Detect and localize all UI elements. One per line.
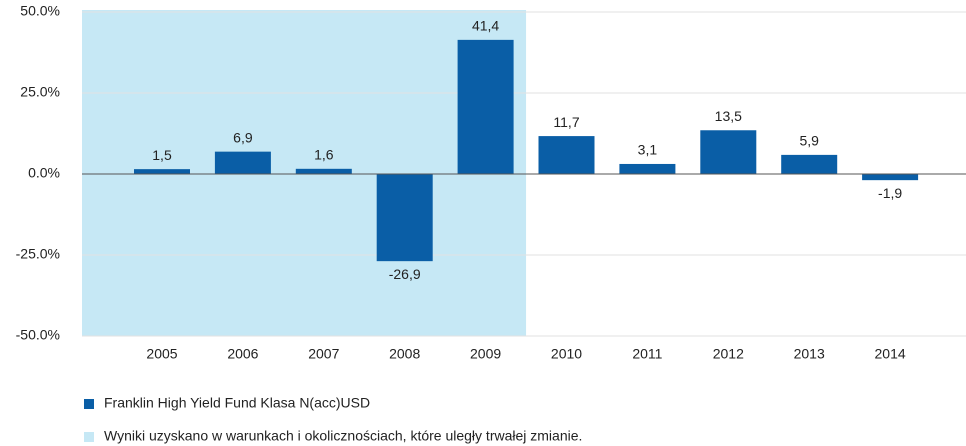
x-tick-label: 2011	[632, 346, 662, 362]
x-tick-label: 2010	[551, 346, 582, 362]
x-tick-label: 2014	[875, 346, 906, 362]
data-label: 1,5	[152, 147, 172, 163]
y-tick-label: 50.0%	[20, 3, 60, 19]
bar	[457, 39, 514, 174]
bar	[700, 130, 757, 174]
data-label: 11,7	[553, 114, 579, 130]
data-label: 13,5	[715, 108, 742, 124]
bar	[214, 151, 271, 174]
bar	[134, 169, 190, 174]
bar	[295, 168, 352, 174]
bar	[781, 154, 838, 174]
data-label: 1,6	[314, 147, 334, 163]
x-tick-label: 2007	[308, 346, 339, 362]
x-tick-label: 2005	[146, 346, 177, 362]
legend-swatch	[84, 432, 94, 442]
y-tick-label: 0.0%	[28, 165, 60, 181]
data-label: -1,9	[878, 185, 902, 201]
data-label: 3,1	[638, 142, 658, 158]
y-tick-label: -25.0%	[16, 246, 60, 262]
x-tick-label: 2013	[794, 346, 825, 362]
bar	[376, 174, 433, 262]
data-label: -26,9	[389, 266, 421, 282]
x-tick-label: 2008	[389, 346, 420, 362]
bar	[538, 136, 595, 174]
y-tick-label: -50.0%	[16, 327, 60, 343]
x-tick-label: 2009	[470, 346, 501, 362]
x-tick-label: 2012	[713, 346, 744, 362]
y-tick-label: 25.0%	[20, 84, 60, 100]
bar	[619, 163, 676, 174]
data-label: 5,9	[799, 133, 819, 149]
x-tick-label: 2006	[227, 346, 258, 362]
legend-label: Wyniki uzyskano w warunkach i okolicznoś…	[104, 428, 582, 444]
legend-swatch	[84, 399, 94, 409]
data-label: 41,4	[472, 18, 499, 34]
data-label: 6,9	[233, 129, 253, 145]
legend-label: Franklin High Yield Fund Klasa N(acc)USD	[104, 395, 370, 411]
bar	[862, 174, 919, 181]
